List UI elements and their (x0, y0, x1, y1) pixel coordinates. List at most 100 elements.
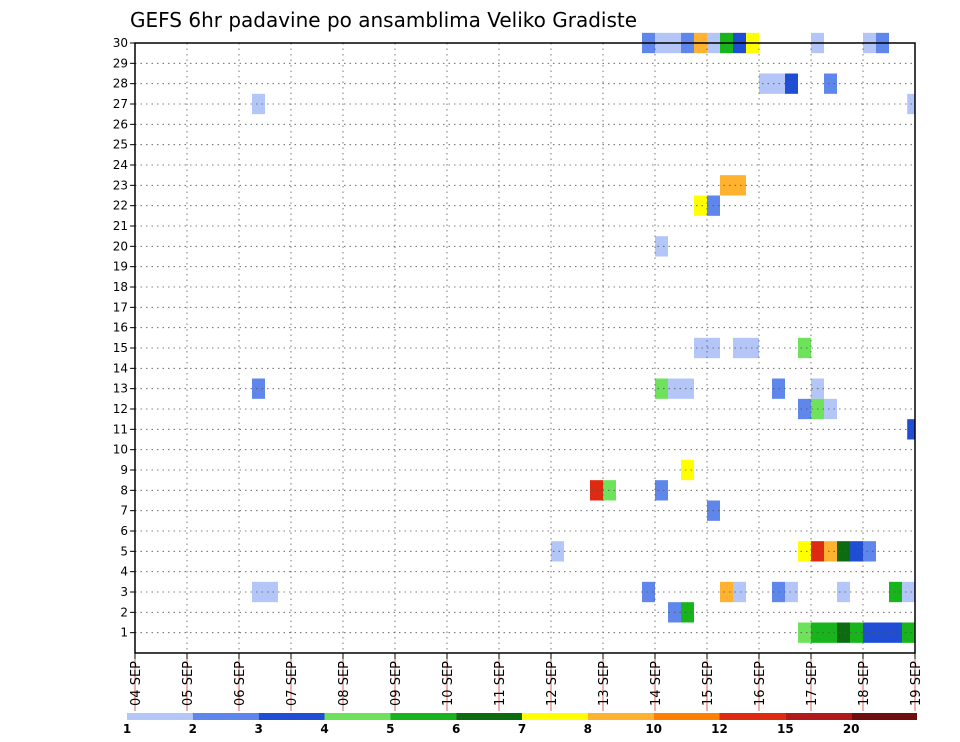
heatmap-cell (720, 175, 746, 196)
colorbar-label: 12 (711, 722, 728, 736)
x-tick-label: 05 SEP (181, 661, 196, 706)
heatmap-cell (837, 581, 850, 603)
y-tick-label: 20 (113, 239, 128, 253)
heatmap-cell (655, 480, 668, 501)
y-tick-label: 24 (113, 158, 128, 172)
heatmap-cell (642, 581, 655, 603)
x-tick-label: 06 SEP (233, 661, 248, 706)
y-tick-label: 3 (120, 585, 128, 599)
y-tick-label: 22 (113, 199, 128, 213)
colorbar-label: 20 (843, 722, 860, 736)
y-tick-label: 7 (120, 504, 128, 518)
y-tick-label: 9 (120, 463, 128, 477)
grid-layer (134, 42, 916, 653)
heatmap-cell (252, 378, 265, 399)
heatmap-cell (902, 581, 915, 603)
colorbar-swatch (522, 713, 588, 720)
heatmap-cell (694, 195, 707, 216)
y-tick-label: 8 (120, 483, 128, 497)
heatmap-cell (655, 236, 668, 257)
y-tick-label: 23 (113, 178, 128, 192)
y-tick-label: 21 (113, 219, 128, 233)
colorbar-swatch (587, 713, 654, 720)
colorbar-label: 15 (777, 722, 794, 736)
x-tick-label: 17 SEP (805, 661, 820, 706)
y-tick-label: 14 (113, 361, 128, 375)
x-tick-label: 14 SEP (649, 661, 664, 706)
colorbar-label: 7 (518, 722, 526, 736)
y-tick-label: 29 (113, 56, 128, 70)
heatmap-cell (863, 622, 902, 643)
x-tick-label: 16 SEP (753, 661, 768, 706)
x-tick-label: 11 SEP (493, 661, 508, 706)
heatmap-cell (681, 459, 694, 481)
y-tick-label: 13 (113, 382, 128, 396)
chart-title: GEFS 6hr padavine po ansamblima Veliko G… (130, 8, 637, 32)
heatmap-cell (733, 581, 746, 603)
y-tick-label: 27 (113, 97, 128, 111)
x-axis: 04 SEP 05 SEP 06 SEP 07 SEP 08 SEP 09 SEP 10 S… (129, 653, 924, 711)
x-tick-label: 08 SEP (337, 661, 352, 706)
y-tick-label: 30 (113, 36, 128, 50)
heatmap-cell (798, 398, 811, 420)
y-axis: 1234567891011121314151617181920212223242… (113, 36, 135, 640)
y-tick-label: 18 (113, 280, 128, 294)
colorbar-label: 4 (320, 722, 328, 736)
y-tick-label: 16 (113, 321, 128, 335)
colorbar-label: 10 (645, 722, 662, 736)
colorbar-swatch (653, 713, 720, 720)
heatmap-cell (720, 581, 733, 603)
y-tick-label: 12 (113, 402, 128, 416)
heatmap-cell (252, 93, 265, 115)
colorbar-swatch (785, 713, 852, 720)
heatmap-cell (590, 480, 603, 501)
y-tick-label: 28 (113, 77, 128, 91)
colorbar-label: 2 (189, 722, 197, 736)
heatmap-cell (824, 541, 837, 562)
heatmap-cell (837, 541, 850, 562)
x-tick-label: 19 SEP (909, 661, 924, 706)
heatmap-cell (824, 398, 837, 420)
heatmap-cell (798, 337, 811, 359)
colorbar: 1 2 3 4 5 6 7 8 10 12 15 20 (123, 713, 917, 736)
colorbar-swatch (127, 713, 193, 720)
heatmap-cell (863, 541, 876, 562)
colorbar-swatch (719, 713, 786, 720)
y-tick-label: 19 (113, 260, 128, 274)
colorbar-label: 8 (584, 722, 592, 736)
heatmap-cell (798, 541, 811, 562)
heatmap-cell (759, 73, 785, 94)
y-tick-label: 4 (120, 565, 128, 579)
colorbar-swatch (851, 713, 917, 720)
x-tick-label: 10 SEP (441, 661, 456, 706)
y-tick-label: 25 (113, 138, 128, 152)
colorbar-label: 6 (452, 722, 460, 736)
y-tick-label: 1 (120, 626, 128, 640)
heatmap-cell (798, 622, 811, 643)
x-tick-label: 07 SEP (285, 661, 300, 706)
y-tick-label: 15 (113, 341, 128, 355)
heatmap-cell (902, 622, 915, 643)
x-tick-label: 12 SEP (545, 661, 560, 706)
y-tick-label: 26 (113, 117, 128, 131)
colorbar-label: 1 (123, 722, 131, 736)
heatmap-cell (252, 581, 278, 603)
heatmap-cell (785, 73, 798, 94)
heatmap-cell (824, 73, 837, 94)
y-tick-label: 17 (113, 300, 128, 314)
colorbar-swatch (324, 713, 391, 720)
x-tick-label: 04 SEP (129, 661, 144, 706)
heatmap-cell (551, 541, 564, 562)
y-tick-label: 2 (120, 605, 128, 619)
heatmap-cell (681, 602, 694, 623)
colorbar-swatch (456, 713, 522, 720)
colorbar-swatch (390, 713, 457, 720)
y-tick-label: 6 (120, 524, 128, 538)
colorbar-label: 5 (386, 722, 394, 736)
heatmap-cell (655, 378, 668, 399)
y-tick-label: 11 (113, 422, 128, 436)
colorbar-label: 3 (254, 722, 262, 736)
heatmap-cell (785, 581, 798, 603)
colorbar-swatch (192, 713, 259, 720)
x-tick-label: 15 SEP (701, 661, 716, 706)
